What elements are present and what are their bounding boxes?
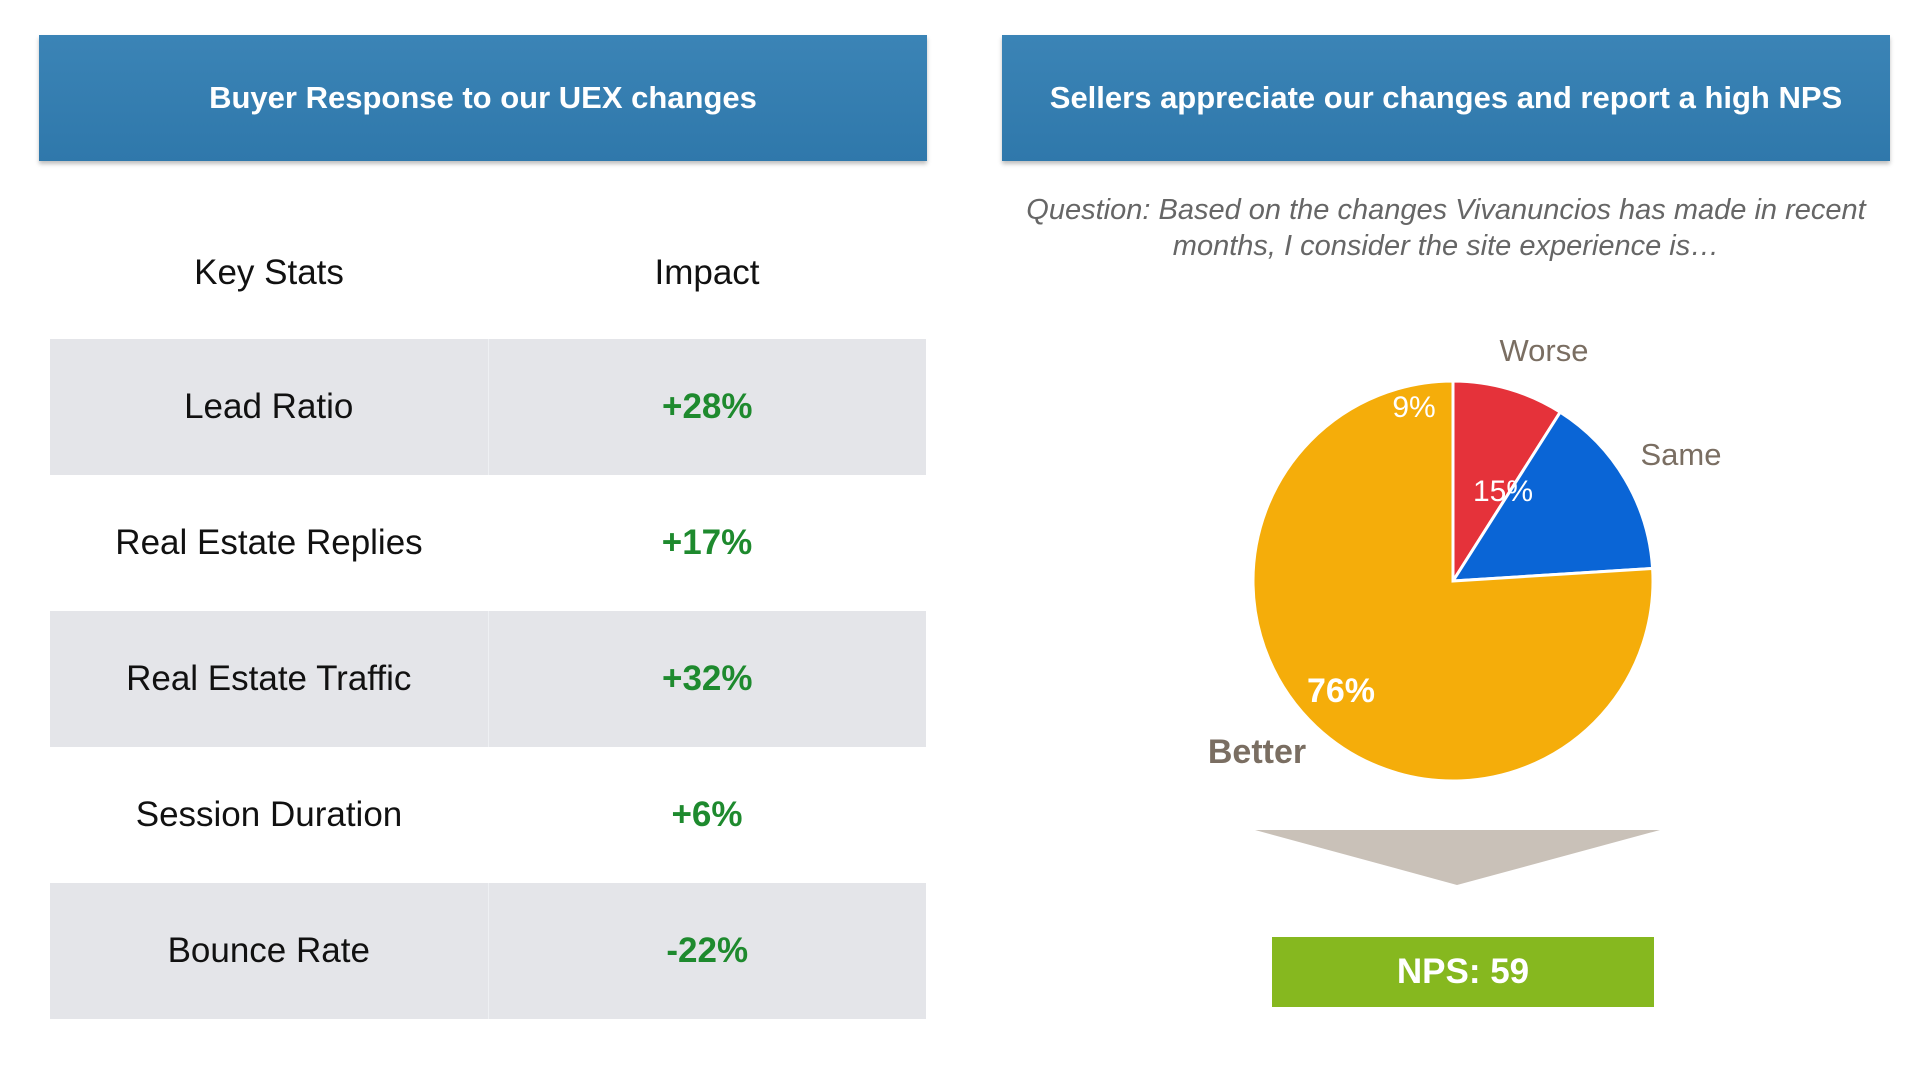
pie-category-label: Same <box>1641 437 1722 472</box>
stat-name: Lead Ratio <box>50 339 489 475</box>
pie-value-label: 15% <box>1473 475 1533 508</box>
pie-category-label: Better <box>1208 733 1306 771</box>
pie-slice-better <box>1251 379 1655 783</box>
stat-name: Real Estate Replies <box>115 523 423 562</box>
table-row: Bounce Rate -22% <box>50 883 926 1019</box>
column-header-key-stats: Key Stats <box>194 252 344 292</box>
stat-impact: +6% <box>671 795 743 834</box>
stat-impact: -22% <box>666 931 749 970</box>
column-header-impact: Impact <box>654 252 760 292</box>
right-panel-title: Sellers appreciate our changes and repor… <box>1002 35 1890 161</box>
left-panel-title: Buyer Response to our UEX changes <box>39 35 927 161</box>
down-arrow-icon <box>1255 830 1660 885</box>
nps-score-badge: NPS: 59 <box>1272 937 1654 1007</box>
table-row: Lead Ratio +28% <box>50 339 926 475</box>
stat-name: Real Estate Traffic <box>50 611 489 747</box>
stat-impact: +28% <box>662 387 753 426</box>
stat-name: Session Duration <box>135 795 403 834</box>
stat-impact: +17% <box>661 523 753 562</box>
pie-slice-worse <box>1451 379 1563 587</box>
stats-table-header: Key Stats Impact <box>50 240 926 305</box>
pie-value-label: 76% <box>1307 672 1375 710</box>
pie-category-label: Worse <box>1499 333 1588 368</box>
stats-table: Lead Ratio +28% Real Estate Replies +17%… <box>50 339 926 1019</box>
table-row: Real Estate Replies +17% <box>50 475 926 611</box>
stat-name: Bounce Rate <box>50 883 489 1019</box>
table-row: Session Duration +6% <box>50 747 926 883</box>
pie-slice-same <box>1450 410 1655 583</box>
table-row: Real Estate Traffic +32% <box>50 611 926 747</box>
survey-question: Question: Based on the changes Vivanunci… <box>1026 194 1866 262</box>
nps-pie-chart: 9% Worse 15% Same 76%Better <box>1208 333 1722 783</box>
arrow-shape <box>1255 830 1660 885</box>
pie-value-label: 9% <box>1392 391 1435 424</box>
stat-impact: +32% <box>662 659 753 698</box>
